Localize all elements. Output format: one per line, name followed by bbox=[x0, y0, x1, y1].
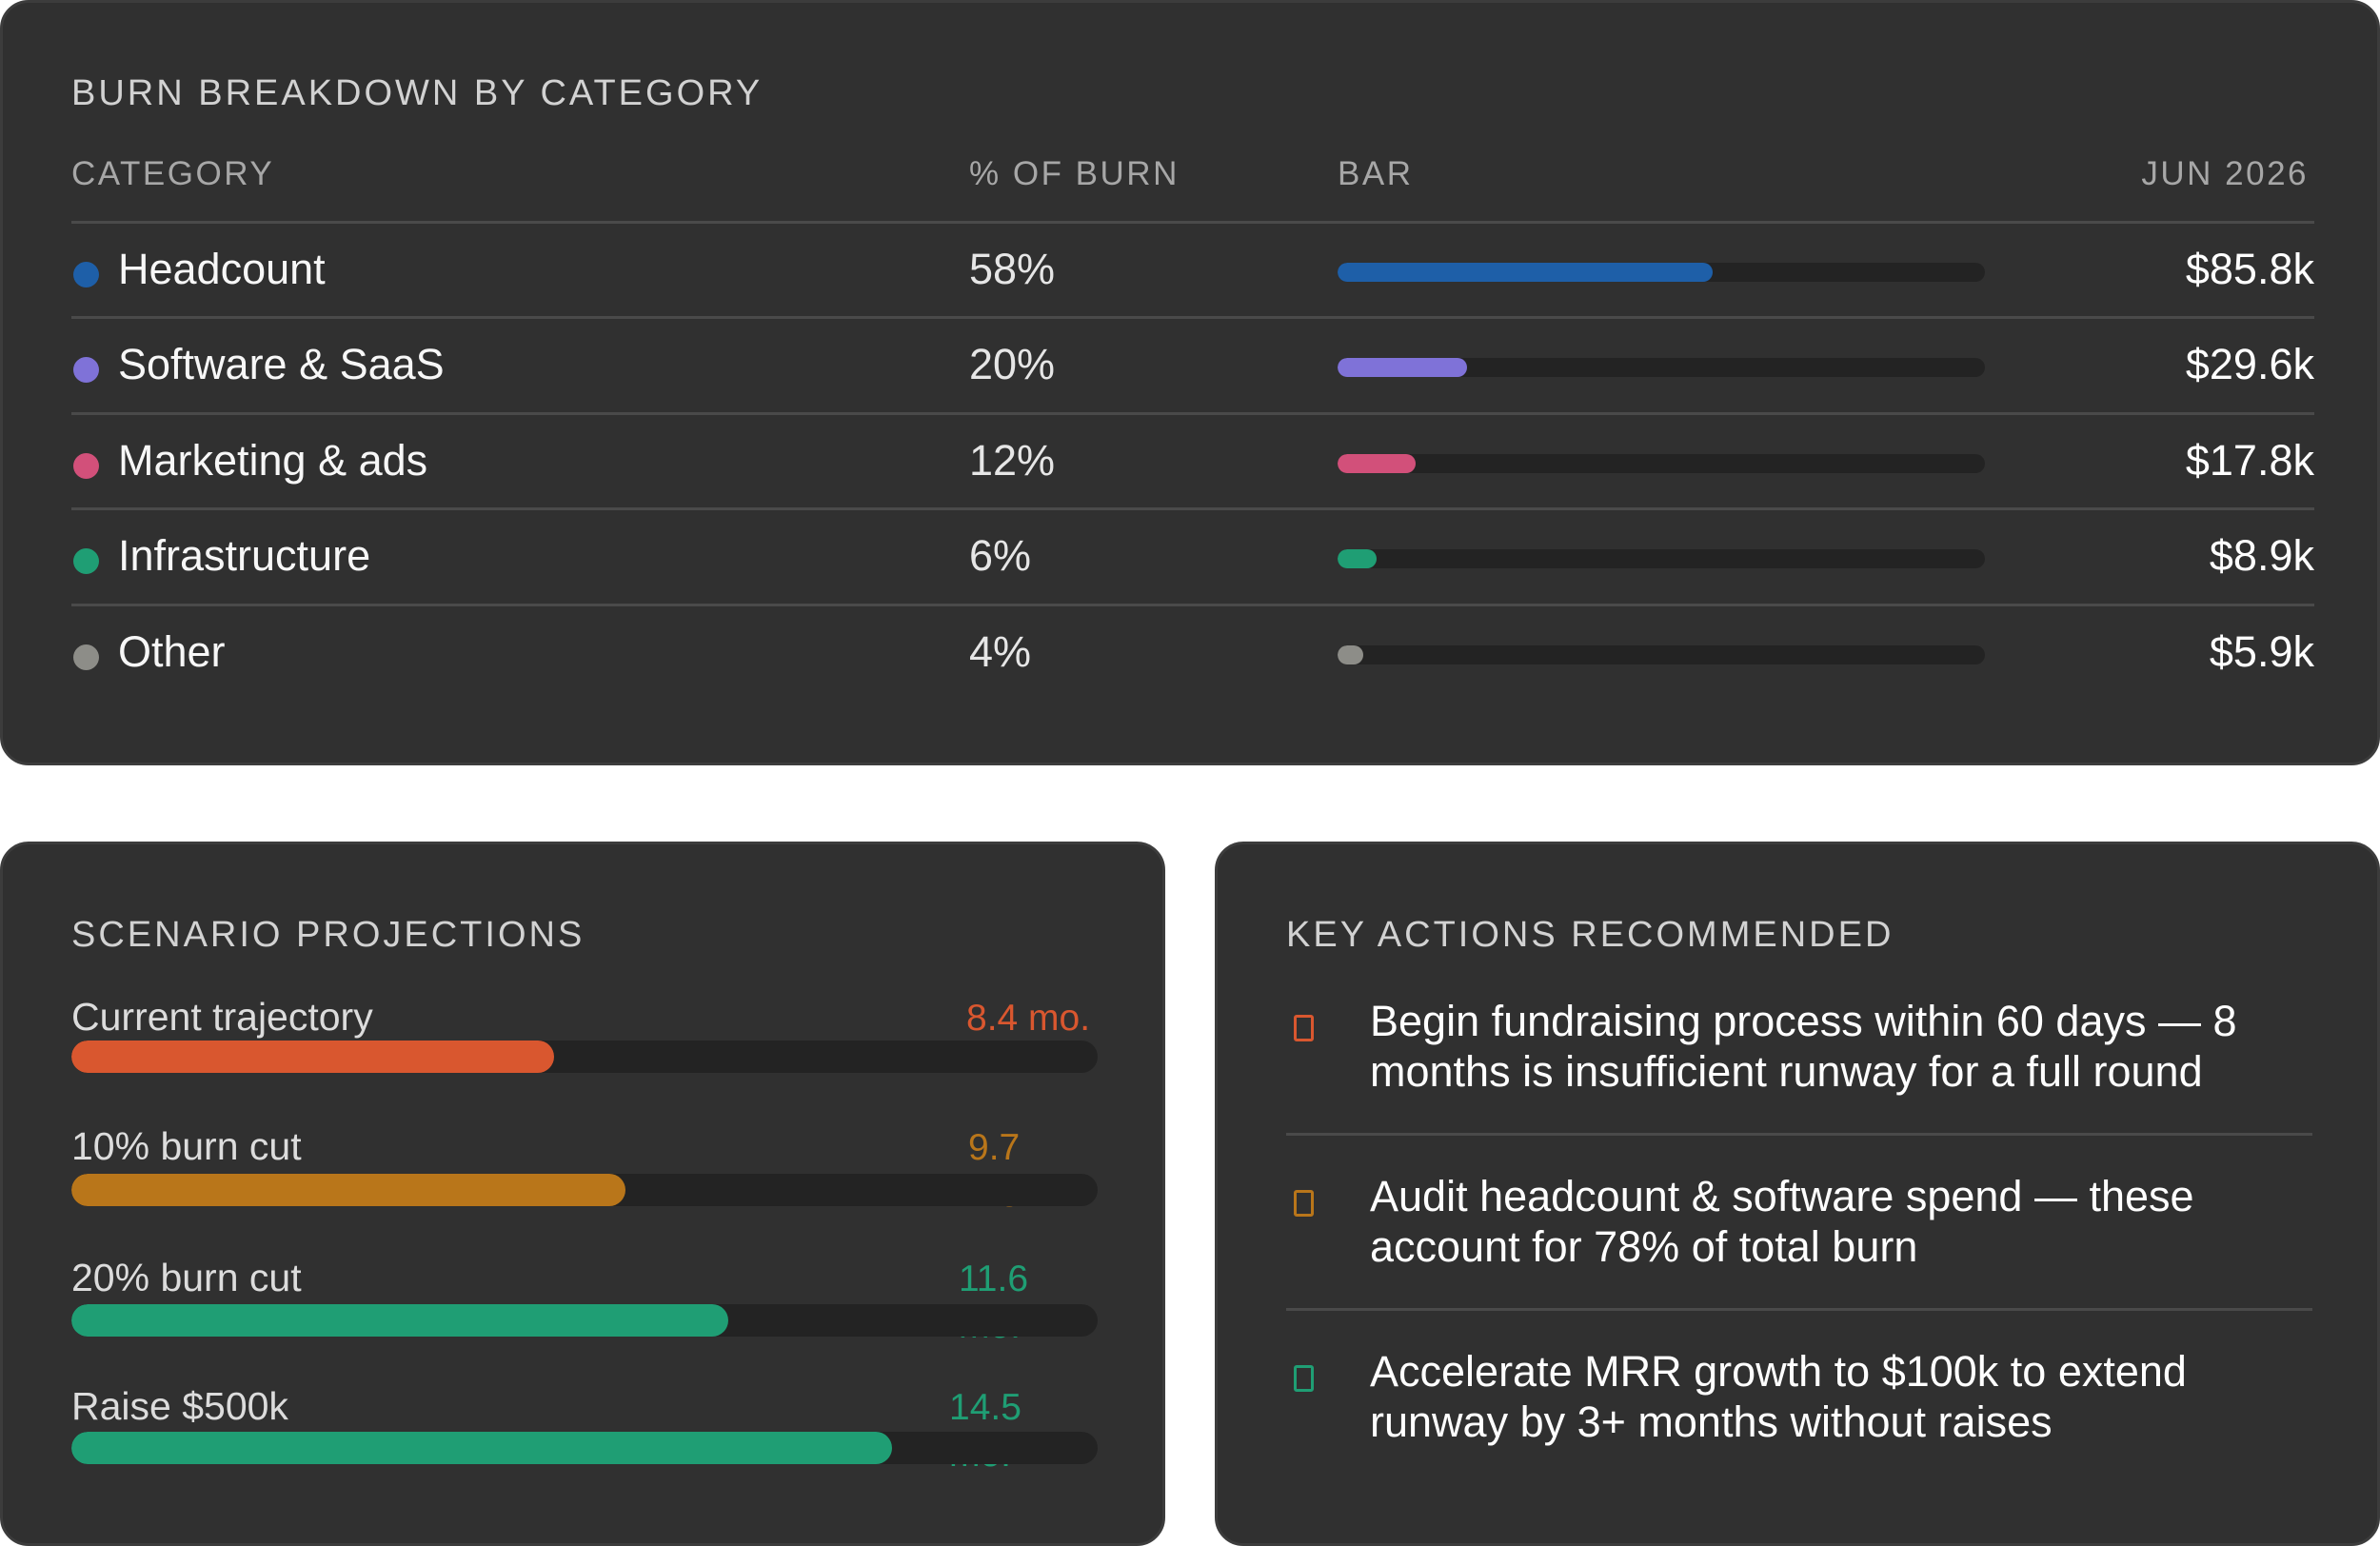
column-header-category: CATEGORY bbox=[71, 155, 275, 192]
category-label: Software & SaaS bbox=[118, 340, 445, 388]
scenario-bar-track bbox=[71, 1304, 1098, 1337]
category-amount: $8.9k bbox=[2209, 531, 2314, 580]
scenario-bar-track bbox=[71, 1174, 1098, 1206]
burn-bar-track bbox=[1338, 645, 1985, 664]
checkbox-icon[interactable] bbox=[1294, 1365, 1314, 1392]
category-percent: 6% bbox=[969, 531, 1032, 580]
category-amount: $5.9k bbox=[2209, 627, 2314, 676]
column-header-percent: % OF BURN bbox=[969, 155, 1180, 192]
category-dot-icon bbox=[73, 453, 99, 479]
action-text: Audit headcount & software spend — these… bbox=[1370, 1172, 2194, 1271]
burn-bar-track bbox=[1338, 263, 1985, 282]
table-row: Infrastructure 6% $8.9k bbox=[71, 507, 2314, 605]
category-label: Headcount bbox=[118, 245, 326, 293]
category-amount: $29.6k bbox=[2185, 340, 2314, 388]
column-header-bar: BAR bbox=[1338, 155, 1414, 192]
category-label: Infrastructure bbox=[118, 531, 371, 580]
category-label: Other bbox=[118, 627, 226, 676]
burn-breakdown-title: BURN BREAKDOWN BY CATEGORY bbox=[71, 73, 764, 113]
scenario-bar-fill bbox=[71, 1304, 728, 1337]
scenario-bar-track bbox=[71, 1041, 1098, 1073]
category-amount: $85.8k bbox=[2185, 245, 2314, 293]
scenario-label: Current trajectory bbox=[71, 995, 373, 1039]
category-dot-icon bbox=[73, 357, 99, 383]
category-percent: 4% bbox=[969, 627, 1032, 676]
checkbox-icon[interactable] bbox=[1294, 1015, 1314, 1041]
category-percent: 12% bbox=[969, 436, 1056, 485]
scenario-label: 10% burn cut bbox=[71, 1124, 302, 1168]
key-actions-title: KEY ACTIONS RECOMMENDED bbox=[1286, 915, 1894, 955]
table-row: Other 4% $5.9k bbox=[71, 604, 2314, 702]
scenario-item: 10% burn cut 9.7 mo. bbox=[71, 1124, 1098, 1248]
scenario-runway-value: 8.4 mo. bbox=[966, 998, 1091, 1039]
scenario-label: Raise $500k bbox=[71, 1384, 288, 1428]
scenario-bar-track bbox=[71, 1432, 1098, 1464]
table-row: Headcount 58% $85.8k bbox=[71, 221, 2314, 319]
scenario-bar-fill bbox=[71, 1174, 626, 1206]
category-amount: $17.8k bbox=[2185, 436, 2314, 485]
scenario-bar-fill bbox=[71, 1041, 554, 1073]
category-dot-icon bbox=[73, 644, 99, 670]
scenario-item: Current trajectory 8.4 mo. bbox=[71, 995, 1098, 1119]
burn-bar-track bbox=[1338, 454, 1985, 473]
table-row: Marketing & ads 12% $17.8k bbox=[71, 412, 2314, 510]
category-percent: 20% bbox=[969, 340, 1056, 388]
scenario-projections-card: SCENARIO PROJECTIONS Current trajectory … bbox=[0, 842, 1165, 1546]
column-header-month: JUN 2026 bbox=[2141, 155, 2309, 192]
burn-bar-fill bbox=[1338, 358, 1467, 377]
scenario-label: 20% burn cut bbox=[71, 1256, 302, 1299]
burn-bar-fill bbox=[1338, 645, 1364, 664]
scenario-item: Raise $500k 14.5 mo. bbox=[71, 1384, 1098, 1508]
burn-bar-track bbox=[1338, 358, 1985, 377]
category-dot-icon bbox=[73, 262, 99, 287]
burn-breakdown-card: BURN BREAKDOWN BY CATEGORY CATEGORY % OF… bbox=[0, 0, 2380, 765]
burn-bar-fill bbox=[1338, 454, 1416, 473]
checkbox-icon[interactable] bbox=[1294, 1190, 1314, 1217]
scenario-projections-title: SCENARIO PROJECTIONS bbox=[71, 915, 585, 955]
burn-bar-fill bbox=[1338, 549, 1377, 568]
action-divider bbox=[1286, 1133, 2312, 1136]
key-actions-card: KEY ACTIONS RECOMMENDED Begin fundraisin… bbox=[1215, 842, 2380, 1546]
category-dot-icon bbox=[73, 548, 99, 574]
category-label: Marketing & ads bbox=[118, 436, 428, 485]
action-divider bbox=[1286, 1308, 2312, 1311]
burn-bar-track bbox=[1338, 549, 1985, 568]
scenario-item: 20% burn cut 11.6 mo. bbox=[71, 1256, 1098, 1379]
action-text: Accelerate MRR growth to $100k to extend… bbox=[1370, 1347, 2187, 1446]
burn-bar-fill bbox=[1338, 263, 1714, 282]
category-percent: 58% bbox=[969, 245, 1056, 293]
scenario-bar-fill bbox=[71, 1432, 893, 1464]
action-text: Begin fundraising process within 60 days… bbox=[1370, 997, 2237, 1096]
table-row: Software & SaaS 20% $29.6k bbox=[71, 316, 2314, 414]
